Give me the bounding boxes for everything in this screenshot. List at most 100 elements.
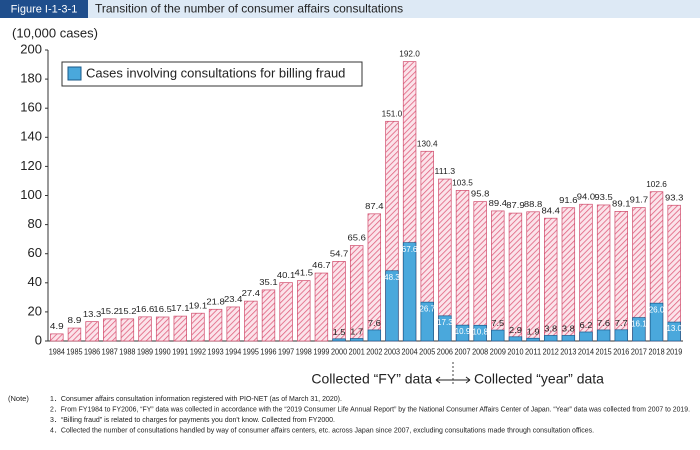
bar — [385, 270, 399, 342]
x-tick-label: 1984 — [49, 346, 65, 356]
value-label: 13.3 — [83, 310, 102, 319]
bar — [120, 318, 135, 342]
x-tick-label: 2019 — [666, 346, 682, 356]
y-axis-label: (10,000 cases) — [12, 25, 98, 40]
figure-label: Figure I-1-3-1 — [11, 3, 78, 15]
value-label: 3.8 — [544, 325, 558, 334]
bar — [667, 321, 681, 342]
x-tick-label: 2018 — [648, 346, 664, 356]
value-label: 7.5 — [491, 319, 505, 328]
value-label: 88.8 — [524, 200, 543, 209]
bar — [103, 318, 117, 342]
bar — [632, 317, 646, 342]
bar — [314, 272, 329, 342]
value-label: 54.7 — [330, 250, 349, 259]
value-label: 48.3 — [384, 273, 400, 282]
legend-box — [61, 61, 363, 87]
bar — [226, 306, 240, 342]
value-label: 46.7 — [312, 261, 331, 270]
value-label: 26.7 — [419, 304, 435, 313]
x-tick-label: 2002 — [366, 346, 382, 356]
bar — [579, 331, 593, 342]
x-tick-label: 1986 — [84, 346, 100, 356]
bar — [491, 329, 505, 342]
x-tick-label: 2017 — [631, 346, 647, 356]
x-tick-label: 1987 — [102, 346, 118, 356]
value-label: 89.1 — [612, 199, 631, 208]
x-tick-label: 2004 — [402, 346, 418, 356]
bar — [332, 338, 346, 342]
header-band — [0, 0, 700, 18]
bar — [508, 336, 523, 342]
bar — [367, 329, 382, 342]
bar — [438, 315, 452, 342]
x-tick-label: 1989 — [137, 346, 153, 356]
x-tick-label: 1999 — [313, 346, 329, 356]
bar — [67, 327, 82, 342]
value-label: 111.3 — [435, 167, 456, 176]
value-label: 6.2 — [580, 321, 594, 330]
value-label: 87.9 — [506, 201, 525, 210]
note: 4．Collected the number of consultations … — [50, 427, 594, 434]
value-label: 91.6 — [559, 196, 578, 205]
bar — [596, 329, 611, 342]
y-tick-label: 60 — [28, 245, 42, 260]
value-label: 23.4 — [224, 295, 243, 304]
bar — [544, 335, 558, 342]
value-label: 1.9 — [527, 327, 541, 336]
bar — [561, 207, 576, 342]
note-label: (Note) — [8, 394, 29, 403]
value-label: 151.0 — [382, 109, 403, 118]
value-label: 8.9 — [68, 316, 82, 325]
bar — [279, 282, 293, 342]
value-label: 21.8 — [206, 297, 225, 306]
value-label: 16.1 — [631, 320, 647, 329]
bar — [544, 217, 558, 342]
value-label: 17.3 — [437, 318, 453, 327]
value-label: 26.0 — [649, 305, 665, 314]
value-label: 10.9 — [455, 327, 471, 336]
y-tick-label: 20 — [28, 303, 42, 318]
value-label: 17.1 — [171, 304, 190, 313]
x-tick-label: 2000 — [331, 346, 347, 356]
x-tick-label: 2009 — [490, 346, 506, 356]
legend-label: Cases involving consultations for billin… — [86, 65, 345, 80]
annotation: Collected “FY” data — [311, 371, 432, 387]
bar — [526, 337, 540, 342]
y-tick-label: 200 — [20, 41, 42, 56]
bar — [455, 190, 470, 342]
bar — [191, 312, 205, 342]
x-tick-label: 1995 — [243, 346, 259, 356]
x-tick-label: 2012 — [543, 346, 559, 356]
value-label: 103.5 — [452, 179, 473, 188]
note: 2．From FY1984 to FY2006, “FY” data was c… — [50, 406, 690, 413]
value-label: 16.6 — [136, 305, 155, 314]
arrow — [435, 376, 471, 384]
value-label: 1.7 — [350, 328, 364, 337]
bar — [561, 335, 576, 342]
value-label: 1.5 — [333, 328, 347, 337]
bar — [508, 212, 523, 342]
value-label: 192.0 — [399, 50, 420, 59]
value-label: 67.6 — [402, 245, 418, 254]
x-tick-label: 1998 — [296, 346, 312, 356]
figure-label-box — [0, 0, 88, 18]
value-label: 130.4 — [417, 139, 438, 148]
bar — [349, 338, 364, 342]
x-tick-label: 1994 — [225, 346, 241, 356]
x-tick-label: 2014 — [578, 346, 594, 356]
value-label: 7.6 — [597, 319, 611, 328]
bar — [50, 333, 64, 342]
bar — [667, 204, 681, 342]
value-label: 15.2 — [118, 307, 137, 316]
bar — [261, 289, 276, 342]
y-tick-label: 40 — [28, 274, 42, 289]
bar — [473, 324, 487, 342]
chart-title: Transition of the number of consumer aff… — [95, 2, 403, 16]
bar — [526, 211, 540, 342]
x-tick-label: 2007 — [454, 346, 470, 356]
x-tick-label: 2003 — [384, 346, 400, 356]
value-label: 16.5 — [153, 305, 172, 314]
value-label: 65.6 — [347, 234, 366, 243]
y-tick-label: 160 — [20, 100, 42, 115]
